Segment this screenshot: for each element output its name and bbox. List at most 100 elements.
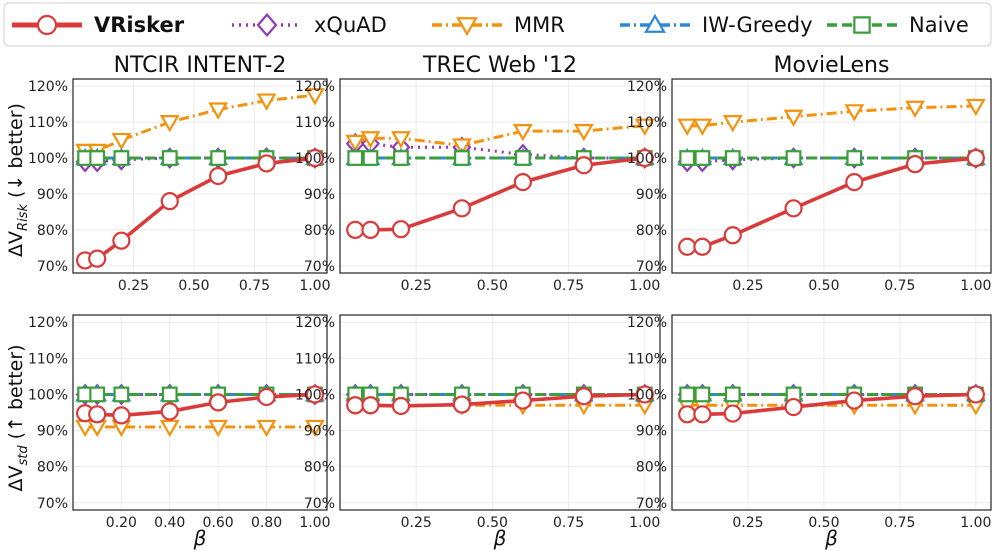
x-tick-label: 1.00 (629, 278, 660, 294)
plot-frame (339, 314, 661, 511)
y-tick-label: 90% (37, 424, 68, 440)
y-tick-label: 90% (37, 187, 68, 203)
data-point-circle (361, 396, 380, 415)
legend-label: xQuAD (314, 13, 387, 37)
legend-label: VRisker (94, 13, 185, 37)
data-point-square (694, 150, 711, 166)
y-tick-label: 70% (636, 259, 667, 275)
x-tick-label: 0.25 (118, 278, 149, 294)
data-point-circle (635, 148, 654, 168)
data-point-square (161, 386, 178, 403)
x-axis-label: β (493, 526, 507, 550)
y-tick-label: 100% (627, 151, 667, 167)
panel-risk-3: 70% 80% 90% 100% 110% 120% 0.25 0.50 0.75 1.00 Mov… (627, 53, 992, 294)
data-point-circle (784, 199, 803, 218)
x-tick-label: 0.75 (553, 278, 584, 294)
data-point-triangle-down (345, 134, 366, 153)
data-point-circle (160, 192, 179, 211)
data-point-circle (391, 220, 411, 239)
row-label-std: ΔVstd (↑ better) (5, 344, 31, 491)
data-point-circle (305, 148, 325, 168)
x-tick-label: 0.75 (553, 515, 584, 531)
data-point-circle (346, 220, 365, 239)
data-point-circle (845, 173, 864, 192)
data-point-square (113, 150, 130, 166)
plot-frame (72, 78, 328, 274)
data-point-circle (723, 226, 742, 245)
data-point-circle (257, 387, 276, 407)
data-point-circle (635, 385, 654, 404)
data-point-square (89, 150, 106, 166)
x-tick-label: 1.00 (299, 515, 330, 531)
y-tick-label: 110% (627, 351, 667, 367)
data-point-triangle-down (159, 115, 180, 133)
y-tick-label: 80% (37, 460, 68, 476)
plot-frame (671, 314, 992, 511)
y-tick-label: 80% (37, 223, 68, 239)
plot-frame (339, 78, 661, 274)
data-point-circle (966, 148, 985, 168)
data-point-circle (361, 220, 380, 239)
panel-std-2: 70% 80% 90% 100% 110% 120% 0.25 0.50 0.75 1.00 β (295, 314, 661, 550)
data-point-triangle-down (677, 118, 698, 136)
series-vrisker (346, 148, 654, 239)
x-tick-label: 1.00 (960, 278, 991, 294)
data-point-circle (905, 155, 925, 174)
y-tick-label: 100% (627, 387, 667, 403)
data-point-triangle-down (256, 93, 277, 111)
x-tick-label: 1.00 (299, 278, 330, 294)
x-tick-label: 0.50 (477, 515, 508, 531)
y-tick-label: 110% (295, 351, 335, 367)
data-point-triangle-down (208, 419, 229, 438)
y-tick-label: 90% (636, 187, 667, 203)
x-tick-label: 0.80 (251, 515, 282, 531)
y-tick-label: 80% (636, 223, 667, 239)
data-point-circle (678, 405, 697, 424)
data-point-circle (88, 249, 107, 268)
plot-frame (671, 78, 992, 274)
data-point-triangle-down (905, 100, 925, 118)
data-point-square (161, 150, 178, 166)
x-tick-label: 0.50 (808, 278, 839, 294)
y-tick-label: 120% (28, 315, 68, 331)
data-point-square (679, 150, 696, 166)
y-tick-label: 70% (37, 496, 68, 512)
y-tick-label: 100% (28, 151, 68, 167)
plot-frame (72, 314, 328, 511)
data-point-circle (452, 199, 472, 218)
legend-triangle-down-marker (456, 17, 478, 37)
data-point-triangle-down (208, 102, 229, 120)
legend-diamond-marker (256, 12, 278, 38)
data-point-circle (905, 387, 925, 406)
series-vrisker (75, 385, 325, 425)
series-mmr (75, 419, 325, 438)
x-tick-label: 0.50 (477, 278, 508, 294)
y-tick-label: 110% (28, 351, 68, 367)
x-tick-label: 0.75 (884, 515, 915, 531)
data-point-triangle-down (783, 109, 804, 127)
y-tick-label: 120% (28, 79, 68, 95)
x-tick-label: 0.20 (106, 515, 137, 531)
y-tick-label: 70% (304, 496, 335, 512)
data-point-square (362, 150, 379, 166)
y-tick-label: 80% (304, 460, 335, 476)
data-point-square (724, 150, 741, 166)
data-point-circle (160, 402, 179, 421)
y-tick-label: 110% (28, 115, 68, 131)
data-point-circle (784, 397, 803, 417)
data-point-square (347, 150, 364, 166)
data-point-triangle-down (965, 98, 986, 117)
y-tick-label: 90% (304, 187, 335, 203)
data-point-circle (845, 391, 864, 410)
legend-entry-vrisker: VRisker (12, 13, 185, 37)
data-point-triangle-down (360, 131, 381, 149)
y-tick-label: 80% (636, 460, 667, 476)
data-point-triangle-down (452, 138, 472, 156)
x-tick-label: 0.75 (884, 278, 915, 294)
legend-circle-marker (36, 14, 58, 36)
data-point-triangle-down (512, 123, 533, 142)
row-label-risk: ΔVRisk (↓ better) (5, 103, 31, 257)
legend-entry-naive: Naive (827, 13, 969, 37)
y-tick-label: 70% (37, 259, 68, 275)
